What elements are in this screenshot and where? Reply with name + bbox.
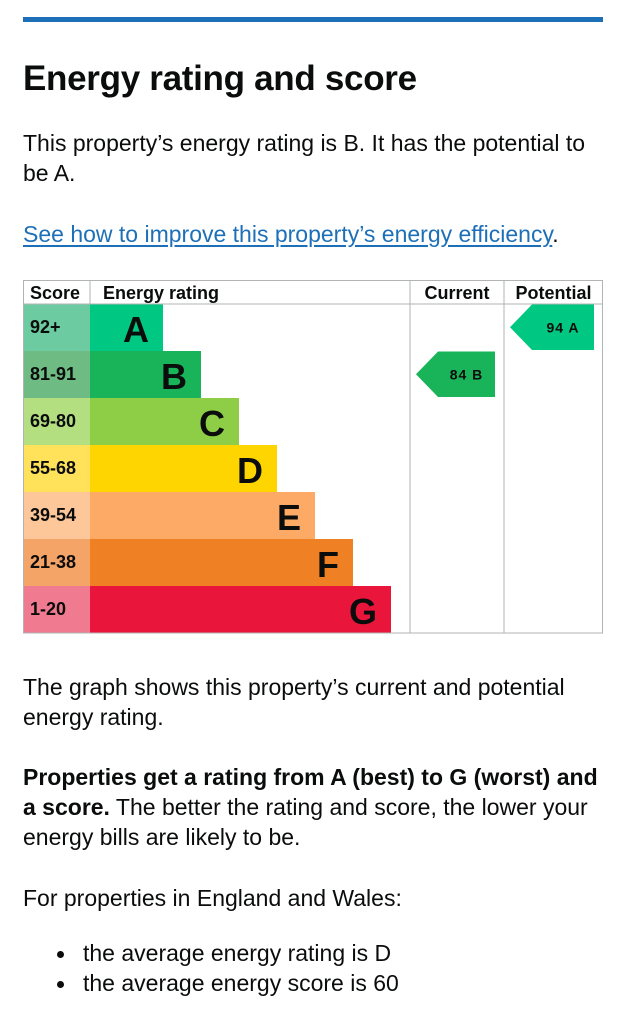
improve-efficiency-link[interactable]: See how to improve this property’s energ… bbox=[23, 221, 553, 247]
average-score-item: the average energy score is 60 bbox=[23, 968, 399, 998]
score-range-e: 39-54 bbox=[30, 505, 76, 525]
score-cell-e bbox=[23, 492, 90, 539]
score-cell-a bbox=[23, 304, 90, 351]
score-cell-f bbox=[23, 539, 90, 586]
score-cell-b bbox=[23, 351, 90, 398]
potential-rating-arrow bbox=[510, 304, 594, 350]
ratings-explanation-bold: Properties get a rating from A (best) to… bbox=[23, 764, 598, 820]
rating-letter-c: C bbox=[199, 403, 225, 444]
score-cell-g bbox=[23, 586, 90, 633]
header-score: Score bbox=[30, 283, 80, 303]
rating-bar-c bbox=[90, 398, 239, 445]
header-potential: Potential bbox=[515, 283, 591, 303]
current-rating-arrow bbox=[416, 351, 495, 397]
score-cell-c bbox=[23, 398, 90, 445]
rating-bar-b bbox=[90, 351, 201, 398]
rating-summary: This property’s energy rating is B. It h… bbox=[23, 130, 586, 186]
score-range-f: 21-38 bbox=[30, 552, 76, 572]
score-cell-d bbox=[23, 445, 90, 492]
potential-rating-label: 94 A bbox=[546, 319, 579, 335]
averages-list: the average energy rating is D the avera… bbox=[23, 938, 399, 998]
page-title: Energy rating and score bbox=[23, 59, 417, 98]
rating-letter-g: G bbox=[349, 591, 377, 632]
section-divider bbox=[23, 17, 603, 22]
chart-border bbox=[23, 280, 603, 634]
graph-description: The graph shows this property’s current … bbox=[23, 674, 565, 730]
rating-bar-f bbox=[90, 539, 353, 586]
rating-bar-a bbox=[90, 304, 163, 351]
current-rating-label: 84 B bbox=[450, 366, 484, 382]
rating-letter-b: B bbox=[161, 356, 187, 397]
score-range-d: 55-68 bbox=[30, 458, 76, 478]
rating-letter-e: E bbox=[277, 497, 301, 538]
regional-intro: For properties in England and Wales: bbox=[23, 885, 402, 911]
energy-rating-graph: Score Energy rating Current Potential 92+ A 81… bbox=[23, 280, 603, 634]
score-range-b: 81-91 bbox=[30, 364, 76, 384]
header-energy-rating: Energy rating bbox=[103, 283, 219, 303]
ratings-explanation: Properties get a rating from A (best) to… bbox=[23, 762, 608, 852]
header-current: Current bbox=[424, 283, 489, 303]
rating-bar-e bbox=[90, 492, 315, 539]
rating-letter-d: D bbox=[237, 450, 263, 491]
rating-bar-g bbox=[90, 586, 391, 633]
score-range-c: 69-80 bbox=[30, 411, 76, 431]
link-suffix: . bbox=[552, 221, 559, 247]
ratings-explanation-rest: The better the rating and score, the low… bbox=[23, 794, 588, 850]
average-rating-item: the average energy rating is D bbox=[23, 938, 399, 968]
improve-link-line: See how to improve this property’s energ… bbox=[23, 219, 559, 249]
score-range-a: 92+ bbox=[30, 317, 61, 337]
rating-bar-d bbox=[90, 445, 277, 492]
rating-letter-a: A bbox=[123, 309, 149, 350]
rating-letter-f: F bbox=[317, 544, 339, 585]
score-range-g: 1-20 bbox=[30, 599, 66, 619]
energy-rating-chart: Score Energy rating Current Potential 92+ A 81… bbox=[23, 280, 603, 634]
